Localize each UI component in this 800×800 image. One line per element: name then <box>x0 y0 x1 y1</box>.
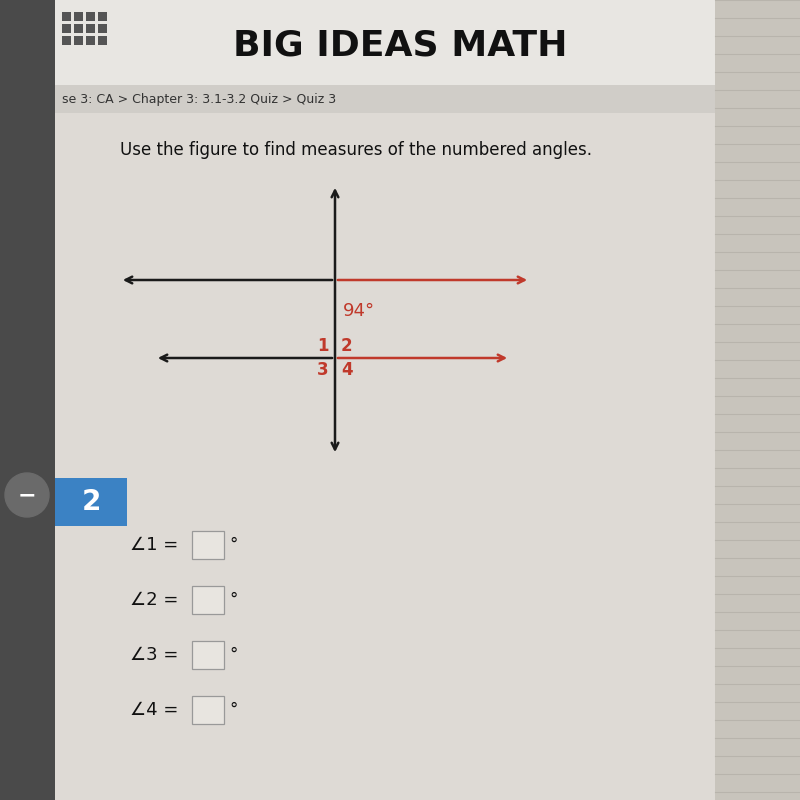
Text: BIG IDEAS MATH: BIG IDEAS MATH <box>233 28 567 62</box>
Text: °: ° <box>229 591 238 609</box>
Bar <box>62 36 71 45</box>
Bar <box>192 641 224 669</box>
Text: 2: 2 <box>82 488 101 516</box>
Text: °: ° <box>229 646 238 664</box>
Text: Use the figure to find measures of the numbered angles.: Use the figure to find measures of the n… <box>120 141 592 159</box>
Bar <box>715 0 800 800</box>
Bar <box>192 696 224 724</box>
Text: ∠3 =: ∠3 = <box>130 646 178 664</box>
Bar <box>192 586 224 614</box>
Text: 2: 2 <box>341 337 353 355</box>
Text: se 3: CA > Chapter 3: 3.1-3.2 Quiz > Quiz 3: se 3: CA > Chapter 3: 3.1-3.2 Quiz > Qui… <box>62 93 336 106</box>
Bar <box>98 36 107 45</box>
Bar <box>74 12 83 21</box>
Bar <box>55 0 715 85</box>
Bar <box>86 36 95 45</box>
Bar <box>98 12 107 21</box>
Text: °: ° <box>229 701 238 719</box>
Bar <box>62 12 71 21</box>
Text: ∠2 =: ∠2 = <box>130 591 178 609</box>
Text: 3: 3 <box>318 361 329 379</box>
Text: 1: 1 <box>318 337 329 355</box>
Text: ∠1 =: ∠1 = <box>130 536 178 554</box>
Circle shape <box>5 473 49 517</box>
Bar <box>0 0 55 800</box>
Bar <box>55 113 715 800</box>
Bar <box>74 36 83 45</box>
Bar <box>55 85 715 113</box>
Bar <box>62 24 71 33</box>
Text: 4: 4 <box>341 361 353 379</box>
Text: °: ° <box>229 536 238 554</box>
Bar <box>55 478 127 526</box>
Text: −: − <box>18 485 36 505</box>
Bar <box>192 531 224 559</box>
Bar <box>98 24 107 33</box>
Bar <box>74 24 83 33</box>
Bar <box>86 12 95 21</box>
Text: ∠4 =: ∠4 = <box>130 701 178 719</box>
Bar <box>86 24 95 33</box>
Text: 94°: 94° <box>343 302 375 320</box>
